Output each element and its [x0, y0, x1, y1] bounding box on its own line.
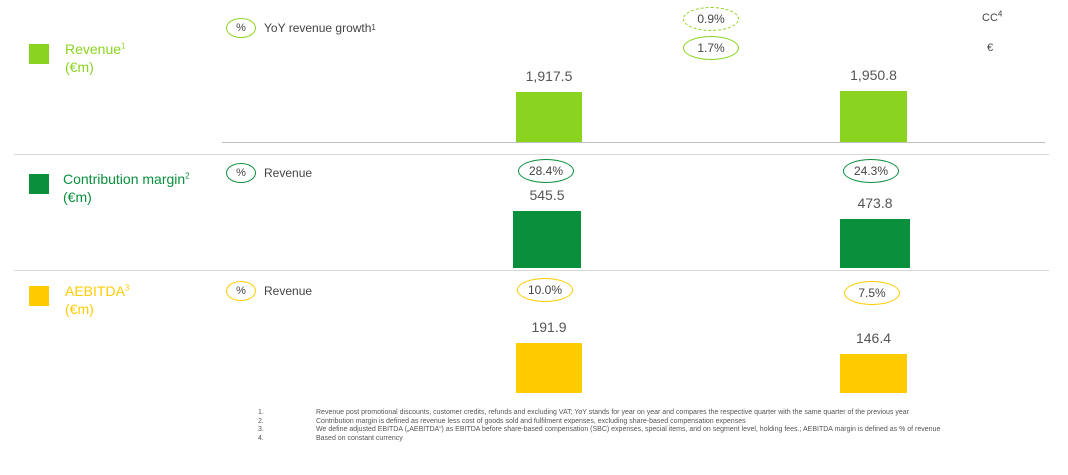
- legend-revenue-sup: 1: [121, 41, 126, 51]
- footnote-number: 4.: [258, 434, 264, 442]
- revenue-value-1: 1,917.5: [525, 67, 573, 84]
- pct-label-revenue: % YoY revenue growth 1: [226, 18, 376, 38]
- contribution-margin-pill-1: 28.4%: [518, 159, 574, 183]
- contribution-swatch: [29, 174, 49, 194]
- percent-icon: %: [226, 281, 256, 301]
- pct-label-revenue-text: YoY revenue growth: [264, 21, 372, 35]
- legend-contribution-sup: 2: [185, 171, 190, 181]
- aebitda-margin-pill-2: 7.5%: [844, 281, 900, 305]
- legend-aebitda-title: AEBITDA: [65, 283, 125, 299]
- footnote: 1. Revenue post promotional discounts, cu…: [258, 409, 940, 418]
- aebitda-margin-pill-1: 10.0%: [517, 278, 573, 302]
- footnote-number: 3.: [258, 426, 264, 433]
- legend-contribution-unit: (€m): [63, 189, 92, 205]
- footnote-number: 2.: [258, 417, 264, 425]
- footnote-number: 1.: [258, 409, 264, 416]
- legend-contribution: Contribution margin2 (€m): [29, 170, 190, 206]
- percent-icon: %: [226, 18, 256, 38]
- growth-cc-pill: 0.9%: [683, 7, 739, 31]
- revenue-bar-2: [840, 91, 907, 142]
- contribution-value-2: 473.8: [857, 194, 893, 211]
- footnote-text: Contribution margin is defined as revenu…: [316, 417, 746, 425]
- footnote: 4. Based on constant currency: [258, 435, 940, 444]
- legend-aebitda-unit: (€m): [65, 301, 94, 317]
- pct-label-contribution: % Revenue: [226, 163, 312, 183]
- revenue-swatch: [29, 44, 49, 64]
- aebitda-bar-2: [840, 354, 907, 393]
- growth-unit-eur: €: [987, 42, 994, 54]
- aebitda-value-2: 146.4: [855, 330, 892, 347]
- revenue-value-2: 1,950.8: [850, 67, 897, 84]
- aebitda-bar-1: [516, 342, 582, 393]
- footnote-text: We define adjusted EBITDA („AEBITDA“) as…: [316, 426, 941, 433]
- growth-unit-cc: CC4: [982, 9, 1003, 24]
- footnote-text: Based on constant currency: [316, 434, 403, 442]
- footnote: 3. We define adjusted EBITDA („AEBITDA“) …: [258, 426, 940, 435]
- legend-contribution-title: Contribution margin: [63, 171, 186, 187]
- growth-unit-cc-text: CC: [982, 12, 998, 24]
- growth-eur-pill: 1.7%: [683, 36, 739, 60]
- growth-unit-cc-sup: 4: [997, 9, 1003, 19]
- legend-revenue-title: Revenue: [65, 41, 122, 57]
- footnote-text: Revenue post promotional discounts, cust…: [316, 409, 909, 416]
- revenue-bar-1: [516, 91, 582, 142]
- legend-aebitda-sup: 3: [124, 283, 130, 293]
- contribution-bar-1: [513, 211, 581, 268]
- pct-label-aebitda-text: Revenue: [264, 284, 313, 298]
- aebitda-value-1: 191.9: [531, 318, 567, 335]
- section-divider: [14, 154, 1049, 155]
- revenue-baseline: [222, 142, 1045, 143]
- contribution-bar-2: [840, 218, 910, 268]
- footnotes: 1. Revenue post promotional discounts, cu…: [258, 409, 940, 443]
- pct-label-aebitda: % Revenue: [226, 281, 312, 301]
- legend-revenue-unit: (€m): [65, 59, 94, 75]
- aebitda-swatch: [29, 286, 49, 306]
- contribution-value-1: 545.5: [529, 187, 565, 204]
- contribution-margin-pill-2: 24.3%: [843, 159, 899, 183]
- percent-icon: %: [226, 163, 256, 183]
- pct-label-contribution-text: Revenue: [264, 166, 313, 180]
- legend-revenue: Revenue1 (€m): [29, 40, 126, 76]
- section-divider: [14, 270, 1049, 271]
- legend-aebitda: AEBITDA3 (€m): [29, 282, 129, 318]
- footnote: 2. Contribution margin is defined as reve…: [258, 418, 940, 427]
